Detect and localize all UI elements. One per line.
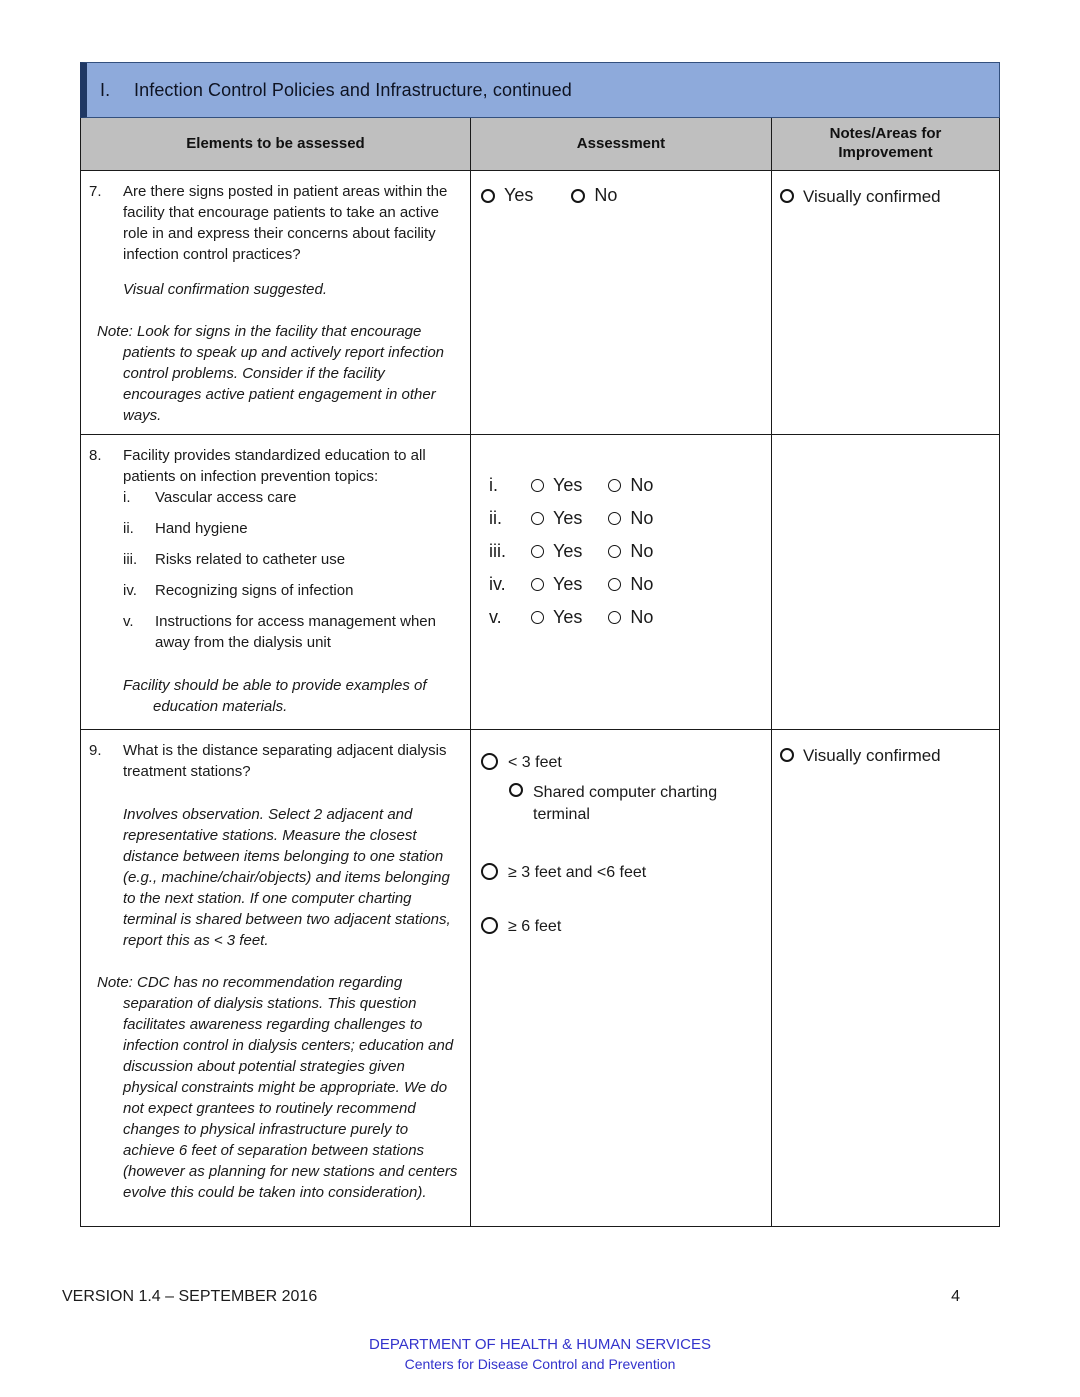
- q8-question: Facility provides standardized education…: [123, 447, 426, 485]
- q9-note: Note: CDC has no recommendation regardin…: [97, 974, 458, 1201]
- q9-radio-visually-confirmed[interactable]: Visually confirmed: [772, 730, 999, 766]
- radio-icon[interactable]: [608, 479, 622, 492]
- q9-radio-gte6[interactable]: ≥ 6 feet: [481, 916, 763, 938]
- q7-yes-label: Yes: [504, 185, 534, 205]
- q7-radio-yes[interactable]: Yes: [481, 185, 533, 206]
- radio-icon[interactable]: [571, 188, 586, 203]
- q8-v-radio-no[interactable]: No: [608, 607, 653, 628]
- q8-assess-line-i: i. Yes No: [489, 475, 654, 496]
- table-row-q8: 8. Facility provides standardized educat…: [81, 434, 999, 729]
- radio-icon[interactable]: [531, 479, 544, 492]
- radio-icon[interactable]: [608, 545, 622, 558]
- q8-elements-cell: 8. Facility provides standardized educat…: [81, 435, 470, 729]
- q7-question: Are there signs posted in patient areas …: [123, 183, 448, 263]
- q8-i-radio-yes[interactable]: Yes: [531, 475, 582, 496]
- q9-radio-lt3[interactable]: < 3 feet: [481, 752, 763, 774]
- q8-iv-radio-yes[interactable]: Yes: [531, 574, 582, 595]
- q9-notes-cell: Visually confirmed: [771, 730, 999, 1226]
- radio-icon[interactable]: [531, 578, 544, 591]
- q8-topic-list: i. Vascular access care ii. Hand hygiene…: [123, 487, 460, 653]
- q8-iii-radio-yes[interactable]: Yes: [531, 541, 582, 562]
- q8-assess-line-iv: iv. Yes No: [489, 574, 654, 595]
- header-notes: Notes/Areas for Improvement: [771, 118, 999, 170]
- q8-suggestion: Facility should be able to provide examp…: [123, 677, 427, 715]
- list-item: iv. Recognizing signs of infection: [123, 582, 354, 599]
- q7-number: 7.: [89, 183, 102, 200]
- radio-icon[interactable]: [608, 578, 622, 591]
- q8-assess-line-v: v. Yes No: [489, 607, 654, 628]
- q9-question: What is the distance separating adjacent…: [123, 742, 447, 780]
- q8-notes-cell: [771, 435, 999, 729]
- radio-icon[interactable]: [608, 611, 622, 624]
- q7-suggestion: Visual confirmation suggested.: [123, 281, 328, 298]
- radio-icon[interactable]: [481, 188, 495, 203]
- radio-icon[interactable]: [481, 753, 498, 770]
- section-header: I. Infection Control Policies and Infras…: [80, 62, 1000, 118]
- org-footer: DEPARTMENT OF HEALTH & HUMAN SERVICES Ce…: [0, 1336, 1080, 1372]
- q7-radio-no[interactable]: No: [571, 185, 617, 206]
- q8-assess-line-ii: ii. Yes No: [489, 508, 654, 529]
- header-elements: Elements to be assessed: [186, 134, 365, 152]
- agency-line: Centers for Disease Control and Preventi…: [404, 1356, 676, 1372]
- q7-notes-label: Visually confirmed: [803, 187, 941, 206]
- page-number: 4: [951, 1288, 960, 1305]
- q9-radio-shared-terminal[interactable]: Shared computer charting terminal: [509, 782, 763, 826]
- q9-assessment-cell: < 3 feet Shared computer charting termin…: [470, 730, 771, 1226]
- version-text: VERSION 1.4 – SEPTEMBER 2016: [62, 1288, 318, 1305]
- department-line: DEPARTMENT OF HEALTH & HUMAN SERVICES: [368, 1336, 711, 1353]
- list-item: i. Vascular access care: [123, 489, 297, 506]
- q7-elements-cell: 7. Are there signs posted in patient are…: [81, 171, 470, 434]
- q7-assessment-cell: Yes No: [470, 171, 771, 434]
- radio-icon[interactable]: [531, 611, 544, 624]
- header-assessment: Assessment: [470, 118, 771, 170]
- q8-ii-radio-yes[interactable]: Yes: [531, 508, 582, 529]
- q9-radio-gte3[interactable]: ≥ 3 feet and <6 feet: [481, 862, 763, 884]
- q8-iii-radio-no[interactable]: No: [608, 541, 653, 562]
- section-title: Infection Control Policies and Infrastru…: [134, 79, 572, 100]
- list-item: ii. Hand hygiene: [123, 520, 248, 537]
- q7-radio-visually-confirmed[interactable]: Visually confirmed: [772, 171, 999, 207]
- table-row-q9: 9. What is the distance separating adjac…: [81, 729, 999, 1226]
- q8-assessment-cell: i. Yes No ii.: [470, 435, 771, 729]
- radio-icon[interactable]: [531, 545, 544, 558]
- q7-note: Note: Look for signs in the facility tha…: [97, 323, 445, 424]
- q9-number: 9.: [89, 742, 102, 759]
- radio-icon[interactable]: [481, 863, 498, 880]
- q9-elements-cell: 9. What is the distance separating adjac…: [81, 730, 470, 1226]
- assessment-table: I. Infection Control Policies and Infras…: [80, 62, 1000, 1227]
- q8-v-radio-yes[interactable]: Yes: [531, 607, 582, 628]
- list-item: iii. Risks related to catheter use: [123, 551, 346, 568]
- q8-number: 8.: [89, 447, 102, 464]
- q9-notes-label: Visually confirmed: [803, 746, 941, 765]
- section-number: I.: [100, 79, 111, 100]
- footer: VERSION 1.4 – SEPTEMBER 2016 4: [62, 1288, 960, 1306]
- q8-iv-radio-no[interactable]: No: [608, 574, 653, 595]
- radio-icon[interactable]: [608, 512, 622, 525]
- q7-notes-cell: Visually confirmed: [771, 171, 999, 434]
- radio-icon[interactable]: [481, 917, 498, 934]
- radio-icon[interactable]: [509, 783, 523, 797]
- table-row-q7: 7. Are there signs posted in patient are…: [81, 170, 999, 434]
- q9-involves: Involves observation. Select 2 adjacent …: [123, 806, 451, 949]
- radio-icon[interactable]: [780, 189, 794, 203]
- column-header-row: Elements to be assessed Assessment Notes…: [81, 118, 999, 170]
- q8-assess-line-iii: iii. Yes No: [489, 541, 654, 562]
- q8-i-radio-no[interactable]: No: [608, 475, 653, 496]
- q7-no-label: No: [594, 185, 618, 205]
- q8-ii-radio-no[interactable]: No: [608, 508, 653, 529]
- radio-icon[interactable]: [531, 512, 544, 525]
- list-item: v. Instructions for access management wh…: [123, 613, 436, 651]
- radio-icon[interactable]: [780, 748, 794, 762]
